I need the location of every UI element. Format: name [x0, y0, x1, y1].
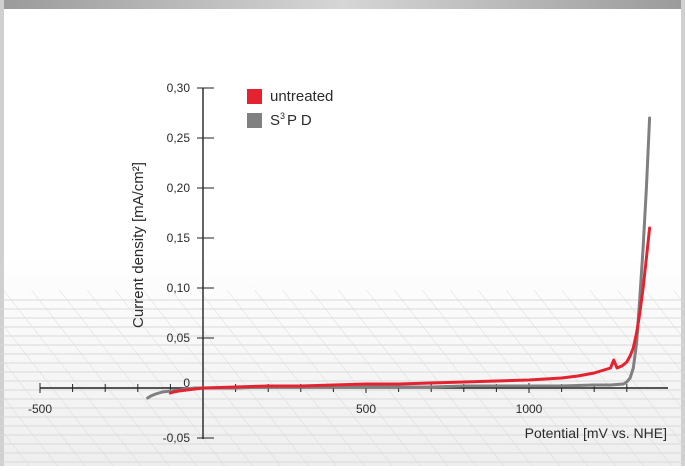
legend-label-untreated: untreated — [270, 88, 333, 105]
y-tick-label: 0,20 — [167, 181, 191, 195]
legend: untreated S3 P D — [247, 88, 333, 129]
y-axis-label: Current density [mA/cm²] — [130, 162, 147, 328]
x-tick-label: -500 — [28, 402, 52, 416]
series-layer — [146, 116, 652, 400]
legend-label-s3pd-base: S — [270, 112, 280, 129]
y-tick-label: 0 — [183, 376, 190, 390]
legend-label-s3pd: S3 P D — [270, 111, 312, 129]
series-line-untreated — [168, 226, 652, 395]
y-tick-label: -0,05 — [163, 431, 191, 445]
frame-right-bar — [681, 0, 685, 466]
frame-top-bar — [0, 0, 685, 9]
legend-label-s3pd-rest: P D — [287, 112, 312, 129]
y-tick-label: 0,30 — [167, 81, 191, 95]
legend-swatch-s3pd — [247, 113, 262, 128]
x-axis-label: Potential [mV vs. NHE] — [525, 425, 667, 441]
legend-swatch-untreated — [247, 89, 262, 104]
x-tick-label: 1000 — [516, 402, 543, 416]
frame-left-bar — [0, 0, 4, 466]
y-tick-label: 0,15 — [167, 231, 191, 245]
tick-labels: -500 500 1000 -0,05 0 0,05 0,10 0,15 0,20 0,25 0,3… — [28, 81, 543, 445]
x-tick-label: 500 — [356, 402, 376, 416]
legend-label-s3pd-sup: 3 — [280, 111, 285, 121]
y-tick-label: 0,05 — [167, 331, 191, 345]
y-tick-label: 0,25 — [167, 131, 191, 145]
y-tick-label: 0,10 — [167, 281, 191, 295]
